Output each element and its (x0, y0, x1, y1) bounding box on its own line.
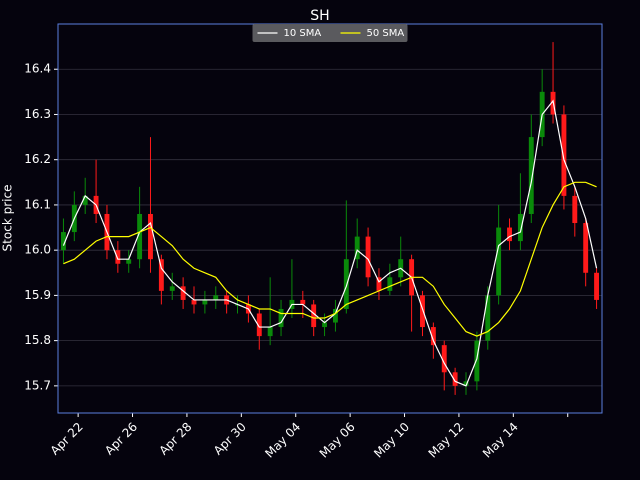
candle-body (256, 313, 262, 337)
y-tick-label: 16.1 (24, 197, 51, 211)
candle-body (452, 372, 458, 386)
candle-body (191, 299, 197, 305)
candle-body (572, 195, 578, 224)
candle-body (420, 295, 425, 328)
candle-body (126, 259, 132, 264)
candle-body (158, 259, 164, 291)
candle-body (82, 195, 88, 205)
candle-body (528, 137, 534, 214)
y-tick-label: 15.9 (24, 288, 51, 302)
candle-body (169, 286, 175, 291)
candle-body (180, 286, 186, 300)
candle-body (496, 227, 502, 296)
legend-box (252, 24, 408, 42)
candle-body (332, 308, 338, 323)
candle-body (485, 295, 491, 341)
candle-body (343, 259, 349, 309)
candle-body (148, 213, 153, 260)
candle-body (474, 340, 480, 382)
candle-body (365, 236, 371, 278)
candle-body (60, 232, 66, 251)
candle-body (441, 345, 447, 373)
candle-body (311, 304, 317, 328)
candle-body (561, 114, 567, 196)
y-tick-label: 15.8 (24, 333, 51, 347)
y-tick-label: 15.7 (24, 378, 51, 392)
y-tick-label: 16.2 (24, 152, 51, 166)
candle-body (115, 250, 121, 264)
candle-body (463, 381, 469, 386)
sma-line (62, 99, 598, 387)
candle-body (376, 277, 382, 291)
candle-body (213, 295, 219, 300)
candle-body (430, 327, 436, 346)
candle-body (137, 213, 143, 260)
candle-body (583, 223, 589, 273)
y-axis-label: Stock price (1, 185, 15, 252)
sma-line (63, 181, 597, 337)
candle-body (517, 213, 523, 242)
candle-body (594, 272, 600, 300)
y-tick-label: 16.3 (24, 107, 51, 121)
candle-body (300, 299, 306, 305)
legend-label: 50 SMA (367, 28, 405, 39)
legend: 10 SMA 50 SMA (252, 24, 408, 42)
candle-body (354, 236, 360, 260)
chart-title: SH (310, 8, 329, 24)
y-tick-label: 16.4 (24, 62, 51, 76)
candle-body (322, 322, 328, 328)
candle-body (267, 327, 273, 337)
y-tick-label: 16.0 (24, 243, 51, 257)
legend-label: 10 SMA (284, 28, 322, 39)
candle-body (507, 227, 512, 242)
candle-body (278, 308, 284, 328)
candle-body (387, 277, 393, 291)
candle-body (202, 299, 208, 305)
